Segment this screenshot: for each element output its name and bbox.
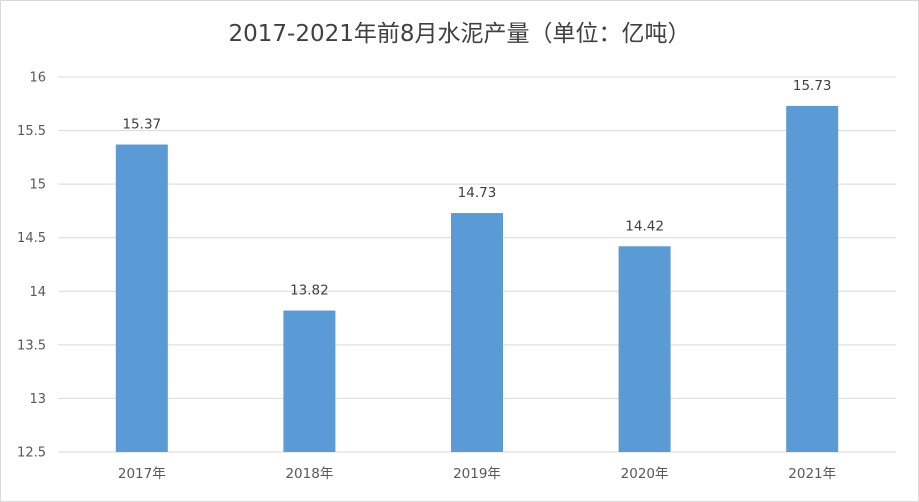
x-category-label: 2017年 [118,466,166,482]
x-category-label: 2021年 [788,466,836,482]
data-label: 15.37 [122,117,161,133]
y-tick-label: 15.5 [17,124,46,139]
data-labels: 15.37 13.82 14.73 14.42 15.73 [122,78,831,299]
y-tick-label: 14 [29,285,46,300]
y-tick-label: 14.5 [17,231,46,246]
chart-title: 2017-2021年前8月水泥产量（单位：亿吨） [228,21,691,47]
data-label: 13.82 [290,283,329,299]
y-tick-label: 13 [29,392,46,407]
y-tick-label: 15 [29,178,46,193]
y-tick-label: 12.5 [17,446,46,461]
x-category-label: 2018年 [285,466,333,482]
data-label: 14.42 [625,218,664,234]
y-tick-label: 13.5 [17,338,46,353]
data-label: 14.73 [458,185,497,201]
bar [283,310,336,452]
bar [786,105,839,452]
x-axis-category-labels: 2017年 2018年 2019年 2020年 2021年 [118,466,836,482]
bars [115,105,839,452]
bar [618,246,671,452]
y-axis-tick-labels: 12.5 13 13.5 14 14.5 15 15.5 16 [17,71,46,461]
bar [115,144,168,452]
y-tick-label: 16 [29,71,46,86]
x-category-label: 2019年 [453,466,501,482]
x-category-label: 2020年 [621,466,669,482]
bar [451,213,503,452]
data-label: 15.73 [793,78,832,94]
